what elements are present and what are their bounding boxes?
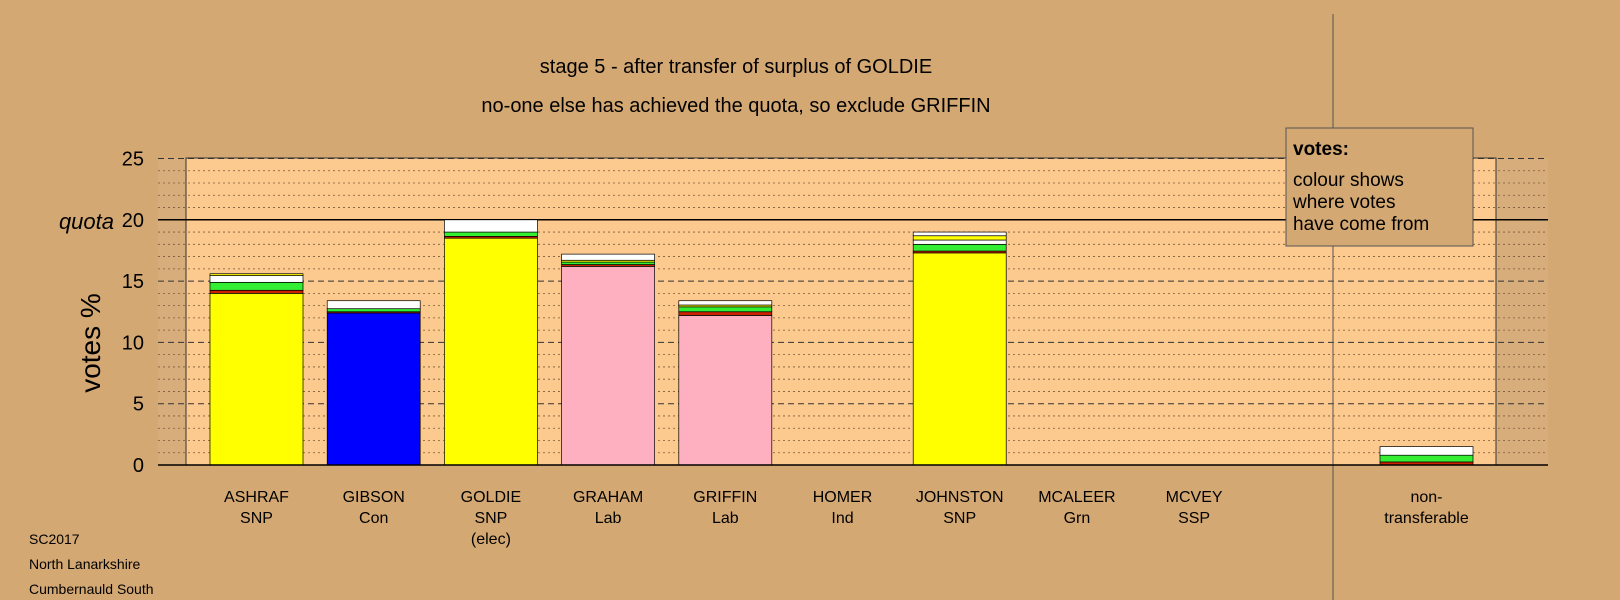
x-label-name: GRIFFIN [693, 489, 757, 506]
footer-ward: Cumbernauld South [29, 581, 154, 597]
x-label-party: Grn [1064, 510, 1091, 527]
x-label-party: Con [359, 510, 388, 527]
y-tick-label: 20 [122, 210, 144, 232]
bar-nontransferable-segment [1379, 446, 1474, 456]
bar-ashraf-segment [209, 275, 304, 283]
x-label-name: GRAHAM [573, 489, 643, 506]
bar-johnston-segment [912, 243, 1007, 252]
legend-line: colour shows [1293, 170, 1404, 191]
bar-johnston-segment [912, 235, 1007, 241]
x-label-party: Ind [831, 510, 853, 527]
legend-box [1285, 127, 1474, 247]
x-label-party: Lab [712, 510, 739, 527]
y-tick-label: 10 [122, 332, 144, 354]
bar-johnston-segment [912, 239, 1007, 245]
x-label-nontransferable: non- [1410, 489, 1442, 506]
bar-ashraf-segment [209, 273, 304, 276]
bar-ashraf-segment [209, 289, 304, 294]
bar-ashraf-segment [209, 281, 304, 291]
x-label-name: GOLDIE [461, 489, 521, 506]
bar-graham-segment [561, 261, 655, 265]
x-label-party: SSP [1178, 510, 1210, 527]
x-label-name: JOHNSTON [916, 489, 1004, 506]
legend: votes: colour shows where votes have com… [1285, 127, 1474, 247]
y-ticks: 0 5 10 15 20 25 [122, 149, 144, 478]
x-label-party: SNP [240, 510, 273, 527]
bar-johnston-segment [912, 252, 1007, 466]
legend-title: votes: [1293, 139, 1349, 160]
bar-gibson-segment [326, 312, 421, 466]
chart-subtitle: no-one else has achieved the quota, so e… [481, 95, 990, 117]
bar-gibson-segment [326, 300, 421, 310]
bar-goldie-segment [444, 219, 538, 233]
x-label-note: (elec) [471, 531, 511, 548]
chart-title: stage 5 - after transfer of surplus of G… [540, 56, 932, 78]
x-labels: ASHRAF SNP GIBSON Con GOLDIE SNP (elec) GRAHAM L… [224, 489, 1469, 548]
bar-graham-segment [561, 266, 655, 466]
footer-council: North Lanarkshire [29, 556, 141, 572]
bar-griffin-segment [678, 311, 773, 316]
bar-johnston-segment [912, 231, 1007, 237]
bars [209, 219, 1474, 466]
bar-ashraf-segment [209, 293, 304, 466]
bar-griffin-segment [678, 300, 773, 306]
x-label-party: SNP [474, 510, 507, 527]
bar-gibson-segment [326, 308, 421, 313]
footer-election: SC2017 [29, 531, 80, 547]
bar-graham-segment [561, 253, 655, 261]
y-tick-label: 5 [133, 394, 144, 416]
quota-label: quota [59, 209, 114, 234]
bar-nontransferable-segment [1379, 454, 1474, 463]
x-label-name: HOMER [813, 489, 873, 506]
x-label-name: GIBSON [343, 489, 405, 506]
x-label-nontransferable: transferable [1384, 510, 1469, 527]
x-label-name: MCVEY [1166, 489, 1223, 506]
bar-goldie-segment [444, 231, 538, 237]
y-axis-label: votes % [75, 293, 106, 393]
legend-line: where votes [1292, 192, 1395, 213]
bar-griffin-segment [678, 306, 773, 313]
y-tick-label: 25 [122, 149, 144, 171]
y-tick-label: 0 [133, 455, 144, 477]
x-label-party: SNP [943, 510, 976, 527]
x-label-party: Lab [595, 510, 622, 527]
x-label-name: MCALEER [1038, 489, 1115, 506]
x-label-name: ASHRAF [224, 489, 289, 506]
legend-line: have come from [1293, 214, 1429, 235]
bar-goldie-segment [444, 237, 538, 466]
y-tick-label: 15 [122, 271, 144, 293]
bar-griffin-segment [678, 315, 773, 466]
